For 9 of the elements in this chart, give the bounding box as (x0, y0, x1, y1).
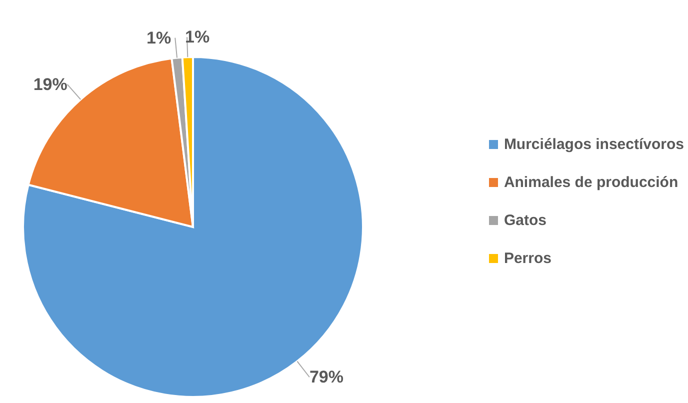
pie-slice (22, 56, 364, 398)
legend-label: Gatos (504, 212, 546, 229)
data-label: 1% (146, 28, 172, 48)
data-label: 19% (33, 74, 68, 94)
data-label: 1% (185, 28, 210, 47)
data-label: 79% (309, 368, 344, 387)
legend-label: Perros (504, 250, 552, 267)
legend-label: Murciélagos insectívoros (504, 136, 684, 153)
legend-label: Animales de producción (504, 174, 678, 191)
